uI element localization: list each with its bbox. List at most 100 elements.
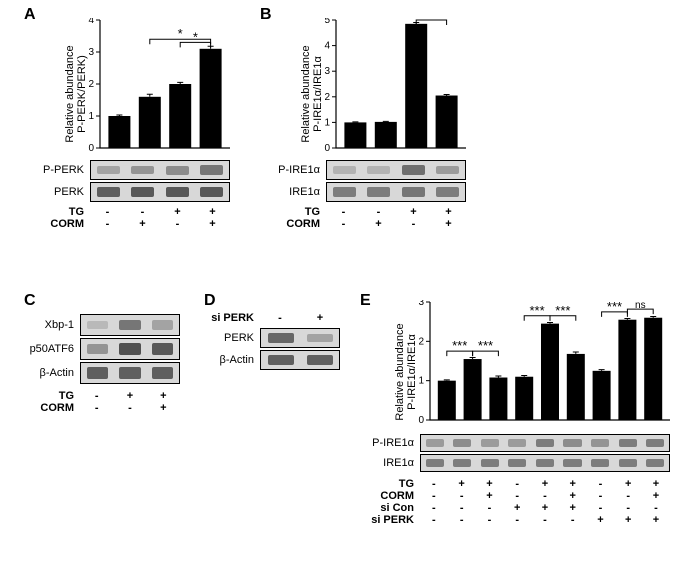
svg-text:***: *** (555, 303, 570, 318)
treatment-value: + (300, 312, 340, 324)
band (453, 459, 471, 468)
band (307, 355, 333, 366)
blot-row: PERK (40, 182, 230, 202)
svg-text:0: 0 (88, 143, 94, 154)
panel-d-blots: PERK β-Actin (204, 328, 340, 372)
treatment-value: - (420, 490, 448, 502)
treatment-value: - (642, 502, 670, 514)
band (436, 187, 459, 197)
blot-label: β-Actin (24, 367, 80, 379)
blot-row: PERK (204, 328, 340, 348)
treatment-value: + (559, 490, 587, 502)
panel-d-label: D (204, 292, 216, 310)
band (97, 166, 120, 174)
panel-b-blots: P-IRE1α IRE1α (276, 160, 466, 204)
treatment-value: + (431, 206, 466, 218)
treatment-label: TG (366, 478, 420, 490)
band (619, 459, 637, 468)
band (453, 439, 471, 447)
panel-b-chart: 012345* (322, 18, 472, 160)
svg-text:1: 1 (324, 117, 330, 128)
blot-row: β-Actin (24, 362, 180, 384)
svg-text:3: 3 (418, 300, 424, 308)
svg-text:***: *** (607, 300, 622, 314)
panel-b-label: B (260, 6, 272, 24)
treatment-value: + (642, 514, 670, 526)
treatment-value: + (642, 490, 670, 502)
svg-text:***: *** (530, 303, 545, 318)
treatment-value: - (125, 206, 160, 218)
treatment-value: + (531, 478, 559, 490)
blot-label: P-PERK (40, 164, 90, 176)
blot-label: β-Actin (204, 354, 260, 366)
blot-row: IRE1α (276, 182, 466, 202)
blot-strip (80, 314, 180, 336)
treatment-value: - (260, 312, 300, 324)
treatment-label: si PERK (366, 514, 420, 526)
svg-text:2: 2 (324, 92, 330, 103)
panel-a-label: A (24, 6, 36, 24)
svg-text:*: * (429, 18, 434, 22)
treatment-label: TG (24, 390, 80, 402)
band (619, 439, 637, 448)
svg-text:1: 1 (88, 111, 94, 122)
treatment-value: - (160, 218, 195, 230)
band (307, 334, 333, 342)
panel-e-ylabel: Relative abundanceP-IRE1α/IRE1α (394, 312, 418, 432)
treatment-value: - (587, 502, 615, 514)
blot-row: p50ATF6 (24, 338, 180, 360)
band (436, 166, 459, 175)
treatment-value: - (476, 502, 504, 514)
band (367, 187, 390, 197)
treatment-value: - (448, 514, 476, 526)
blot-label: PERK (40, 186, 90, 198)
treatment-value: - (420, 514, 448, 526)
band (591, 459, 609, 468)
treatment-value: - (614, 502, 642, 514)
band (166, 187, 189, 198)
treatment-value: + (614, 478, 642, 490)
treatment-value: + (160, 206, 195, 218)
treatment-value: - (503, 478, 531, 490)
blot-row: P-IRE1α (276, 160, 466, 180)
treatment-value: + (396, 206, 431, 218)
svg-text:5: 5 (324, 18, 330, 26)
treatment-value: + (614, 514, 642, 526)
band (200, 165, 223, 175)
svg-text:4: 4 (324, 41, 330, 52)
svg-text:***: *** (452, 338, 467, 353)
svg-text:3: 3 (88, 47, 94, 58)
blot-label: p50ATF6 (24, 343, 80, 355)
blot-row: β-Actin (204, 350, 340, 370)
treatment-label: TG (276, 206, 326, 218)
band (119, 367, 141, 379)
svg-text:4: 4 (88, 18, 94, 26)
band (119, 320, 141, 331)
blot-label: P-IRE1α (366, 437, 420, 449)
svg-text:*: * (178, 26, 183, 41)
treatment-value: + (476, 490, 504, 502)
treatment-value: - (326, 206, 361, 218)
treatment-value: - (559, 514, 587, 526)
treatment-label: TG (40, 206, 90, 218)
blot-strip (80, 362, 180, 384)
panel-c-blots: Xbp-1p50ATF6β-Actin (24, 314, 180, 386)
blot-label: P-IRE1α (276, 164, 326, 176)
treatment-value: - (420, 478, 448, 490)
treatment-value: + (125, 218, 160, 230)
svg-text:***: *** (478, 338, 493, 353)
blot-label: PERK (204, 332, 260, 344)
band (166, 166, 189, 175)
blot-strip (420, 454, 670, 472)
treatment-label: CORM (40, 218, 90, 230)
panel-e-blots: P-IRE1αIRE1α (366, 434, 670, 474)
treatment-value: + (113, 390, 146, 402)
band (402, 187, 425, 197)
svg-text:2: 2 (88, 79, 94, 90)
treatment-value: + (503, 502, 531, 514)
svg-text:*: * (193, 29, 198, 44)
blot-strip (420, 434, 670, 452)
band (152, 320, 174, 329)
treatment-value: + (195, 218, 230, 230)
treatment-value: + (147, 402, 180, 414)
